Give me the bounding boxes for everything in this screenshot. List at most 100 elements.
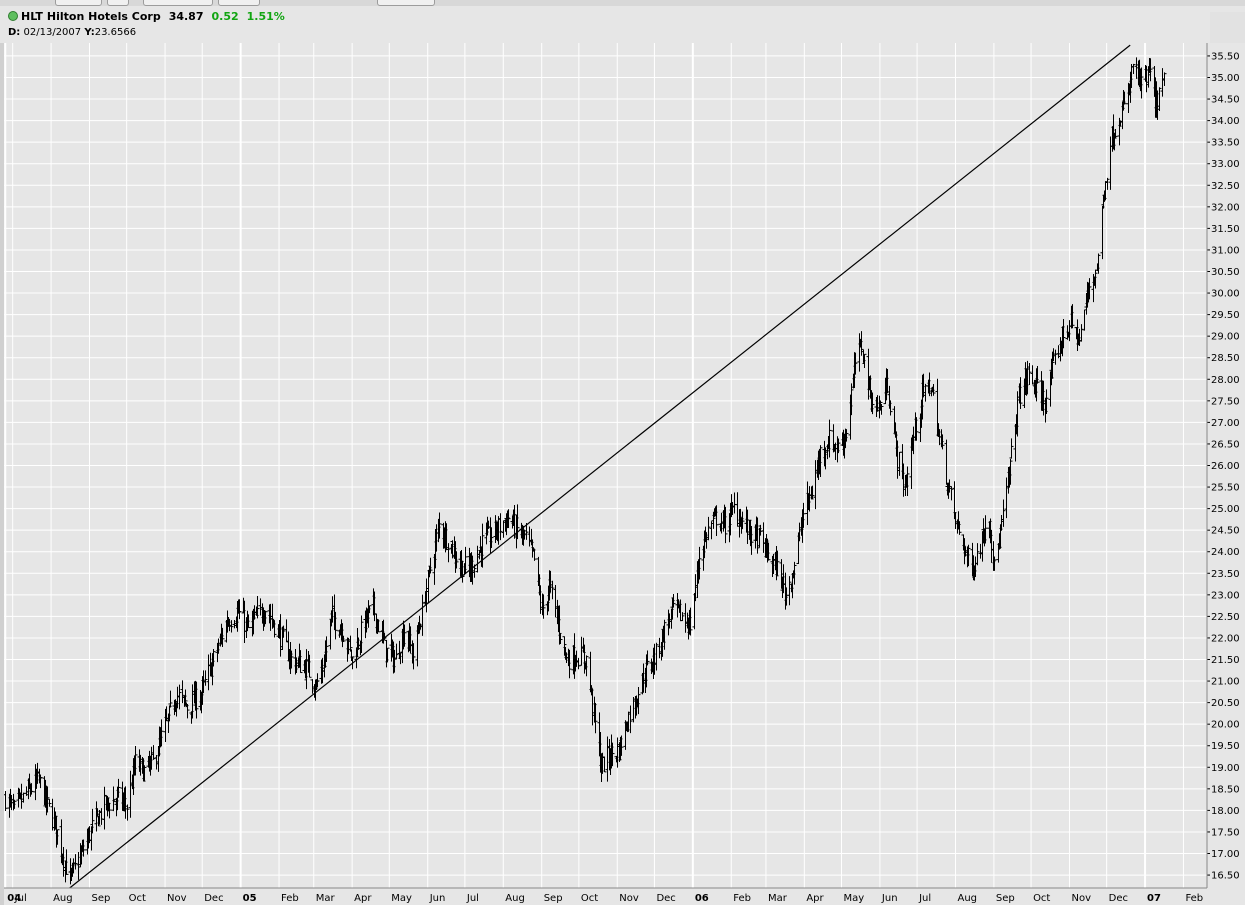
ohlc-bar: [1113, 128, 1118, 139]
ohlc-bar: [862, 353, 867, 368]
toolbar-button[interactable]: [107, 0, 129, 6]
toolbar-button[interactable]: [377, 0, 435, 6]
ohlc-bar: [1105, 177, 1110, 190]
ohlc-bar: [931, 384, 936, 396]
ohlc-bar: [914, 417, 919, 441]
y-tick-label: 24.50: [1211, 526, 1240, 537]
ohlc-bar: [1035, 365, 1040, 384]
y-tick-label: 30.50: [1211, 267, 1240, 278]
x-tick-label: Sep: [996, 893, 1015, 904]
ohlc-bar: [1096, 253, 1101, 274]
cursor-date-label: D:: [8, 27, 21, 38]
ohlc-bar: [940, 434, 945, 450]
ohlc-bar: [541, 594, 546, 619]
y-tick-label: 25.00: [1211, 504, 1240, 515]
y-tick-label: 20.50: [1211, 698, 1240, 709]
ohlc-bars: [3, 57, 1167, 885]
ohlc-bar: [263, 610, 268, 625]
ohlc-bar: [229, 620, 234, 633]
ohlc-bar: [1122, 91, 1127, 105]
trendline-layer[interactable]: [69, 44, 1131, 889]
ohlc-bar: [1008, 458, 1013, 485]
ohlc-bar: [645, 650, 650, 666]
ohlc-bar: [47, 798, 52, 807]
ohlc-bar: [159, 719, 164, 747]
ohlc-bar: [420, 594, 425, 636]
x-tick-label: Oct: [129, 893, 146, 904]
ohlc-bar: [1131, 63, 1136, 75]
y-tick-label: 20.00: [1211, 720, 1240, 731]
ohlc-bar: [532, 548, 537, 561]
y-tick-label: 27.50: [1211, 396, 1240, 407]
x-tick-label: Oct: [1033, 893, 1050, 904]
toolbar: [0, 0, 1245, 6]
ohlc-bar: [376, 619, 381, 633]
y-tick-label: 22.50: [1211, 612, 1240, 623]
ohlc-bar: [111, 786, 116, 812]
ohlc-bar: [454, 551, 459, 569]
ohlc-bar: [460, 560, 465, 583]
x-tick-label: Aug: [505, 893, 525, 904]
toolbar-button[interactable]: [143, 0, 213, 6]
ohlc-bar: [558, 633, 563, 644]
toolbar-button[interactable]: [55, 0, 102, 6]
y-tick-label: 24.00: [1211, 547, 1240, 558]
x-tick-label: Jul: [466, 893, 479, 904]
ohlc-bar: [584, 655, 589, 677]
grid: [4, 43, 1207, 888]
ohlc-bar: [29, 783, 34, 795]
ohlc-bar: [809, 486, 814, 500]
ohlc-bar: [1139, 67, 1144, 99]
y-tick-label: 21.00: [1211, 677, 1240, 688]
ohlc-bar: [81, 839, 86, 857]
ohlc-bar: [177, 684, 182, 710]
ohlc-bar: [1061, 318, 1066, 349]
ticker-symbol: HLT: [21, 10, 43, 23]
y-tick-label: 23.50: [1211, 569, 1240, 580]
cursor-y-value: 23.6566: [94, 27, 137, 38]
ohlc-bar: [107, 802, 112, 819]
ohlc-bar: [1162, 72, 1167, 86]
y-tick-label: 19.00: [1211, 763, 1240, 774]
x-tick-label: Mar: [316, 893, 336, 904]
x-tick-label: Jun: [429, 893, 446, 904]
ohlc-bar: [975, 543, 980, 566]
ohlc-bar: [194, 681, 199, 719]
x-tick-label: Feb: [1185, 893, 1203, 904]
x-tick-label: 05: [243, 893, 257, 904]
ohlc-bar: [610, 742, 615, 767]
ohlc-bar: [125, 804, 130, 821]
ohlc-bar: [1087, 278, 1092, 300]
ohlc-bar: [324, 636, 329, 662]
ohlc-bar: [151, 745, 156, 760]
ohlc-bar: [307, 654, 312, 678]
y-tick-label: 32.00: [1211, 202, 1240, 213]
ohlc-bar: [628, 705, 633, 734]
ohlc-bar: [1053, 349, 1058, 365]
ohlc-bar: [654, 642, 659, 671]
toolbar-button[interactable]: [218, 0, 260, 6]
ohlc-bar: [1070, 304, 1075, 329]
ohlc-bar: [73, 854, 78, 870]
trendline[interactable]: [69, 44, 1131, 889]
ohlc-bar: [723, 506, 728, 544]
ohlc-bar: [755, 517, 760, 554]
ohlc-bar: [367, 605, 372, 614]
ohlc-bar: [203, 670, 208, 686]
ohlc-bar: [428, 557, 433, 574]
ohlc-bar: [142, 765, 147, 782]
y-tick-label: 30.00: [1211, 289, 1240, 300]
y-tick-label: 21.50: [1211, 655, 1240, 666]
ohlc-bar: [697, 546, 702, 580]
x-tick-label: Jul: [918, 893, 931, 904]
y-tick-label: 26.50: [1211, 439, 1240, 450]
y-tick-label: 35.50: [1211, 51, 1240, 62]
x-tick-label: Feb: [733, 893, 751, 904]
ohlc-bar: [385, 647, 390, 663]
x-tick-label: Nov: [1071, 893, 1091, 904]
y-tick-label: 31.50: [1211, 224, 1240, 235]
x-tick-label: 07: [1147, 893, 1161, 904]
